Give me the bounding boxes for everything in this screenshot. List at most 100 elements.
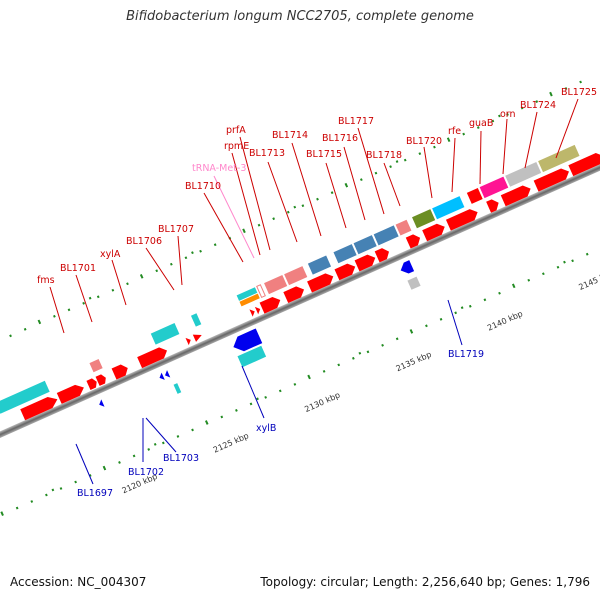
gene-label-bl1717: BL1717 (338, 116, 374, 127)
leader-line (177, 235, 183, 286)
cog-box (333, 244, 357, 264)
cog-box (0, 380, 50, 414)
reverse-gene-labels: BL1697 BL1702 BL1703 xylB BL1719 (77, 349, 484, 499)
leader-line (75, 274, 93, 323)
scale-label: 2130 kbp (303, 390, 341, 414)
leader-line (231, 152, 261, 256)
leader-line (447, 299, 463, 346)
forward-cog-track (0, 144, 580, 414)
cog-box (236, 287, 258, 301)
leader-line (203, 192, 244, 263)
gene-label-trna-met-3: tRNA-Met-3 (192, 163, 246, 174)
cog-box (150, 323, 180, 345)
cds-arrow (86, 378, 97, 390)
cog-box (239, 293, 260, 307)
cds-arrow (354, 254, 376, 272)
cog-box (353, 235, 377, 255)
cog-box (256, 284, 266, 299)
scale-label: 2125 kbp (212, 431, 250, 455)
gene-label-bl1706: BL1706 (126, 236, 162, 247)
gene-label-orn: orn (500, 109, 516, 120)
gene-label-bl1715: BL1715 (306, 149, 342, 160)
cds-arrow (307, 273, 334, 293)
leader-line (325, 162, 347, 229)
cds-arrow (192, 334, 202, 342)
cog-box (89, 359, 103, 373)
leader-line (49, 286, 65, 334)
gene-label-bl1713: BL1713 (249, 148, 285, 159)
cog-box (466, 187, 483, 204)
leader-line (75, 443, 94, 485)
cog-box (190, 313, 202, 327)
reverse-cog-track (173, 276, 421, 394)
cds-arrow (185, 337, 191, 346)
cog-box (412, 209, 436, 229)
gene-label-bl1716: BL1716 (322, 133, 358, 144)
reverse-leader-lines (75, 299, 463, 485)
leader-line (357, 127, 385, 215)
trna-leader-line (213, 175, 255, 259)
cds-arrow (233, 328, 263, 352)
gene-label-bl1702: BL1702 (128, 467, 164, 478)
leader-line (241, 365, 265, 419)
cds-arrow (445, 209, 478, 231)
cds-arrow (283, 286, 305, 304)
cog-box (407, 276, 421, 290)
leader-line (451, 137, 456, 193)
gene-label-guab: guaB (469, 118, 493, 129)
cds-arrow (405, 234, 421, 249)
cds-arrow (95, 374, 106, 386)
leader-line (524, 111, 538, 169)
leader-line (145, 417, 177, 453)
leader-line (479, 130, 482, 185)
gene-label-bl1710: BL1710 (185, 181, 221, 192)
cog-box (264, 275, 288, 295)
scale-label: 2140 kbp (486, 309, 524, 333)
cds-arrow (137, 347, 168, 369)
cog-box (237, 345, 267, 368)
gene-label-bl1719: BL1719 (448, 349, 484, 360)
cds-arrow (486, 199, 499, 213)
leader-line (343, 146, 366, 221)
cds-arrow (99, 399, 105, 407)
leader-line (145, 247, 175, 291)
leader-line (291, 142, 322, 237)
leader-line (502, 118, 508, 175)
scale-label: 2145 kbp (577, 268, 600, 292)
cog-box (284, 266, 308, 286)
cds-arrow (249, 309, 255, 317)
cds-arrow (400, 260, 415, 274)
forward-cds-track (20, 152, 600, 421)
leader-line (383, 162, 401, 207)
gene-label-rfe: rfe (448, 126, 461, 137)
cds-arrow (56, 384, 84, 404)
gene-label-bl1707: BL1707 (158, 224, 194, 235)
gene-label-rpme: rpmE (224, 141, 249, 152)
cds-arrow (111, 364, 128, 380)
gene-label-prfa: prfA (226, 125, 246, 136)
cog-box (479, 176, 509, 199)
gene-label-bl1720: BL1720 (406, 136, 442, 147)
gene-label-bl1703: BL1703 (163, 453, 199, 464)
cog-box (505, 161, 542, 187)
gene-label-bl1714: BL1714 (272, 130, 308, 141)
leader-line (111, 259, 127, 306)
leader-line (267, 161, 298, 243)
gene-label-xyla: xylA (100, 249, 121, 260)
gene-label-fms: fms (37, 275, 55, 286)
leader-line (423, 146, 433, 199)
cds-arrow (165, 370, 171, 378)
cds-arrow (374, 248, 390, 263)
accession-text: Accession: NC_004307 (10, 575, 147, 589)
cds-arrow (422, 223, 445, 242)
gene-label-bl1718: BL1718 (366, 150, 402, 161)
cog-box (173, 383, 182, 394)
cds-arrow (533, 168, 569, 192)
gene-label-bl1701: BL1701 (60, 263, 96, 274)
genome-backbone (0, 143, 600, 459)
cds-arrow (500, 185, 531, 207)
gene-label-bl1725: BL1725 (561, 87, 597, 98)
map-title: Bifidobacterium longum NCC2705, complete… (126, 9, 474, 24)
reverse-cds-track (99, 260, 415, 407)
